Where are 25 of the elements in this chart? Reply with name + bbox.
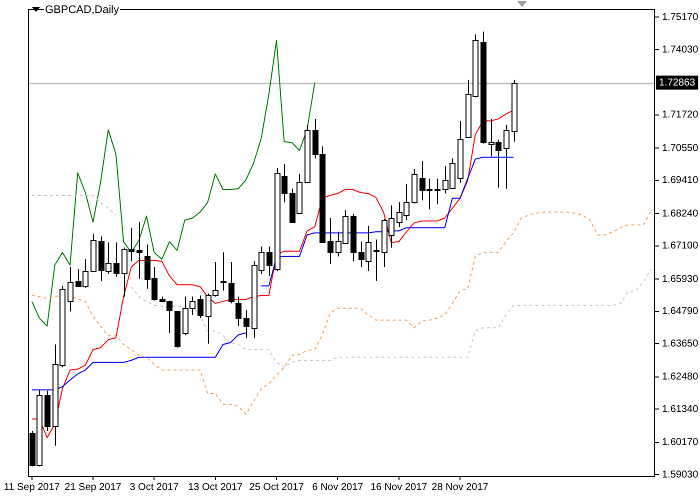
y-tick-label: 1.60170 (662, 437, 699, 448)
y-tick-label: 1.65930 (662, 274, 699, 285)
y-tick-label: 1.67100 (662, 240, 699, 252)
x-tick-label: 13 Oct 2017 (188, 482, 244, 493)
y-tick-label: 1.64790 (662, 306, 699, 318)
x-tick-label: 25 Oct 2017 (249, 482, 304, 493)
chart-title: GBPCAD,Daily (44, 4, 120, 16)
x-tick-label: 11 Sep 2017 (4, 482, 60, 493)
x-tick-label: 3 Oct 2017 (130, 482, 180, 493)
y-tick-label: 1.74030 (662, 44, 699, 56)
y-tick-label: 1.70550 (662, 142, 699, 154)
x-tick-label: 28 Nov 2017 (432, 482, 489, 493)
x-tick-label: 21 Sep 2017 (64, 482, 122, 493)
y-tick-label: 1.68240 (662, 208, 699, 220)
y-tick-label: 1.69410 (662, 175, 699, 186)
y-tick-label: 1.71720 (662, 110, 699, 121)
x-tick-label: 6 Nov 2017 (312, 482, 364, 493)
ref-line-label: 1.72863 (659, 77, 696, 88)
y-tick-label: 1.61340 (662, 404, 699, 415)
y-tick-label: 1.63650 (662, 338, 699, 350)
y-tick-label: 1.75170 (662, 12, 699, 23)
line-series (31, 210, 652, 415)
x-tick-label: 16 Nov 2017 (370, 482, 428, 493)
y-tick-label: 1.62480 (662, 372, 699, 383)
y-tick-label: 1.59030 (662, 469, 699, 480)
